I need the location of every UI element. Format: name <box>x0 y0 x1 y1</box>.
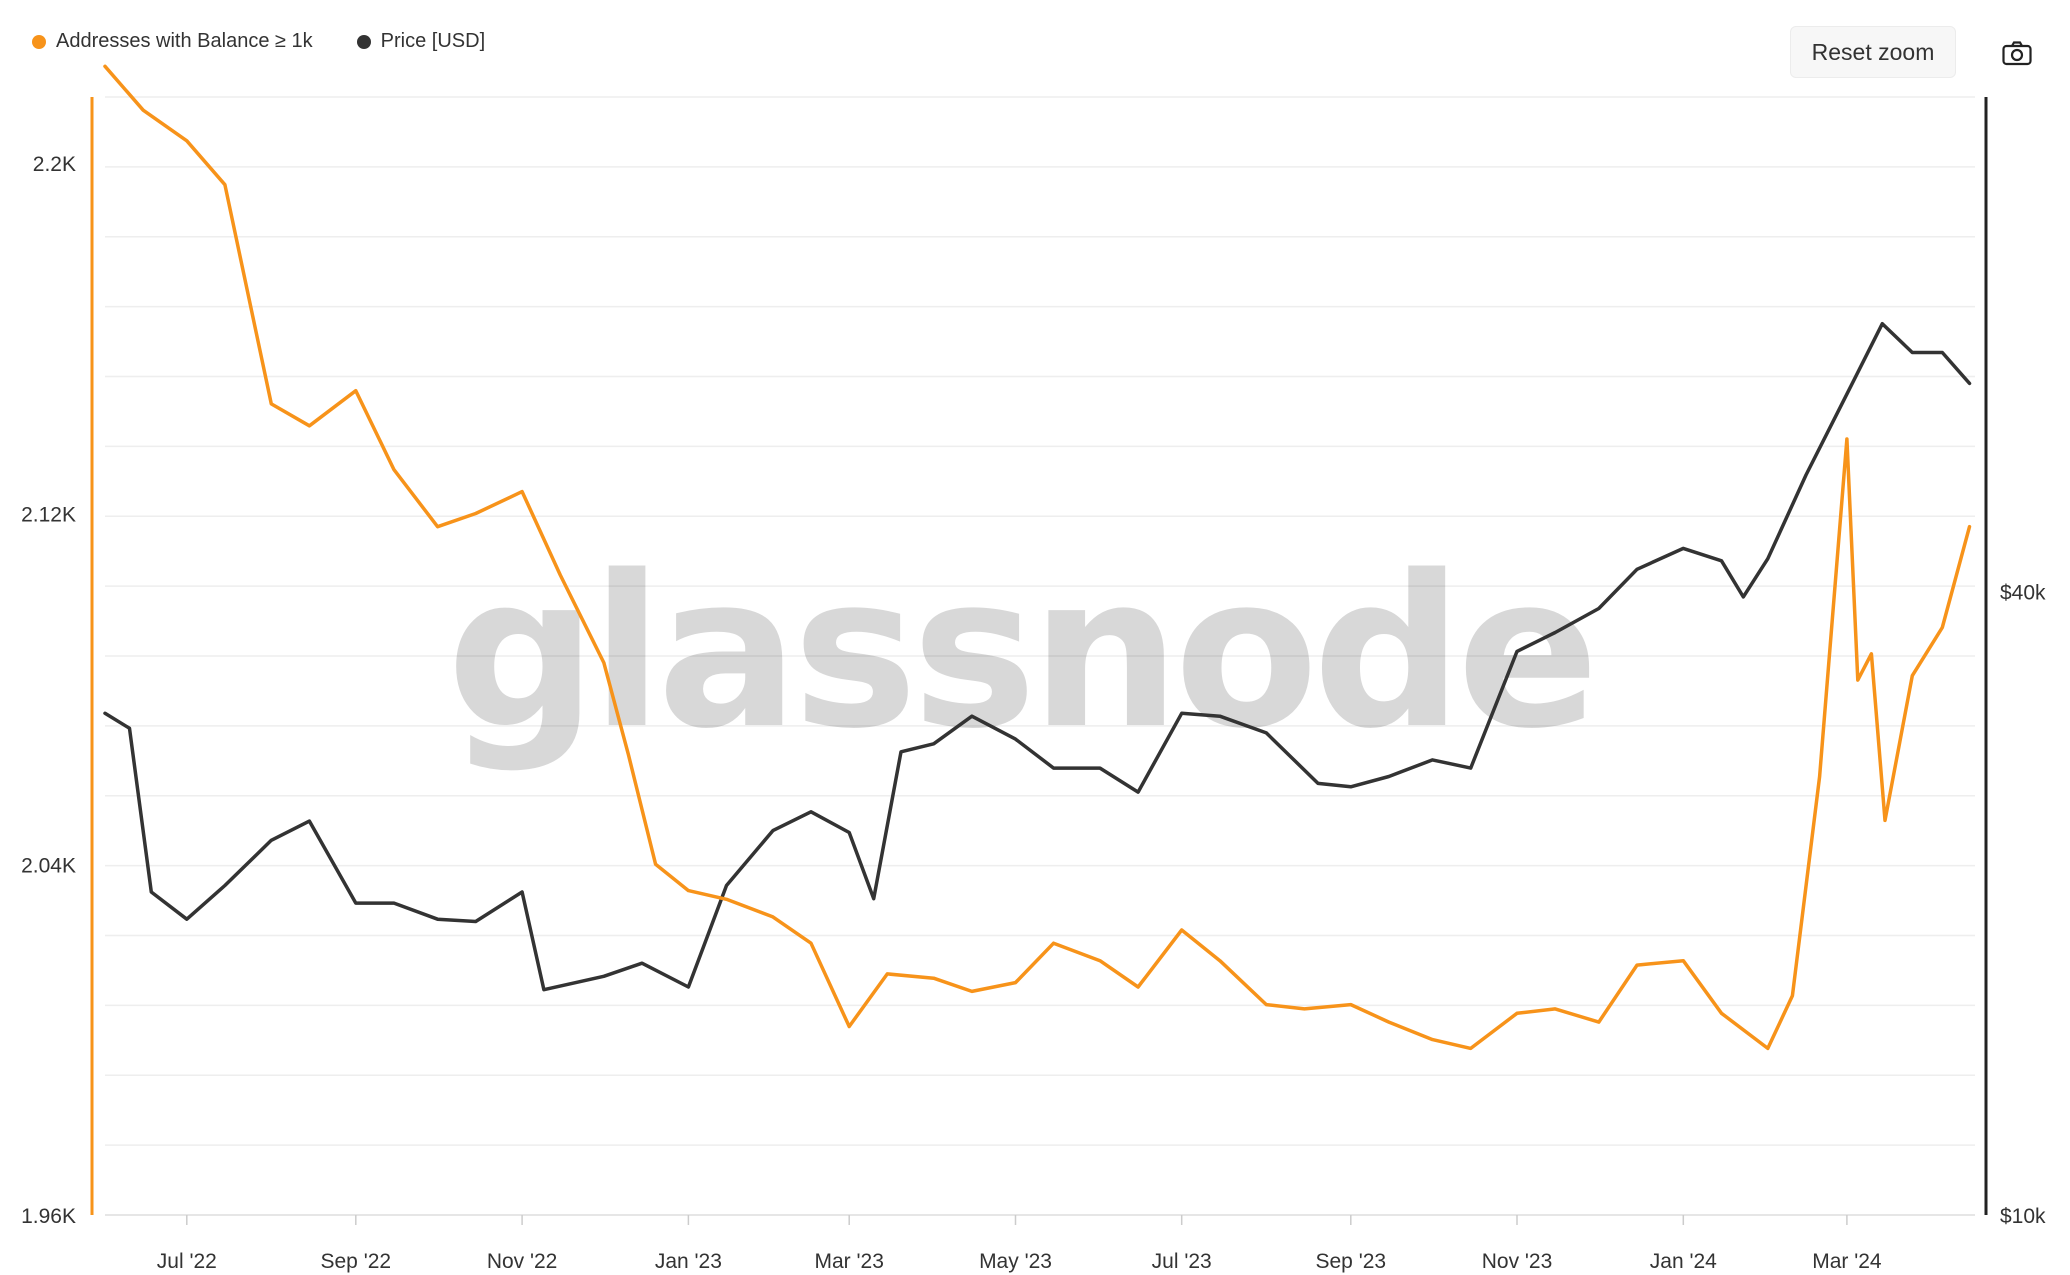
y-right-tick-label: $40k <box>2000 581 2046 604</box>
y-left-tick-label: 2.2K <box>33 153 76 176</box>
camera-icon[interactable] <box>2002 40 2032 66</box>
reset-zoom-button[interactable]: Reset zoom <box>1790 26 1956 78</box>
x-tick-label: Jul '22 <box>157 1250 217 1273</box>
legend-label-addresses: Addresses with Balance ≥ 1k <box>56 30 313 52</box>
chart-legend: Addresses with Balance ≥ 1k Price [USD] <box>32 30 485 53</box>
series-layer <box>103 64 1972 1051</box>
x-tick-label: Mar '23 <box>815 1250 884 1273</box>
x-tick-label: Mar '24 <box>1812 1250 1882 1273</box>
dark-dot-icon <box>356 34 371 49</box>
grid-lines <box>105 96 1975 1146</box>
y-left-tick-label: 2.12K <box>21 504 76 527</box>
y-axis-right: $40k $10k <box>2000 581 2046 1228</box>
x-tick-label: Jan '23 <box>655 1250 722 1273</box>
addresses-series-line <box>103 64 1972 1051</box>
x-tick-label: Sep '22 <box>321 1250 392 1273</box>
legend-item-addresses[interactable]: Addresses with Balance ≥ 1k <box>32 30 313 53</box>
y-right-tick-label: $10k <box>2000 1205 2046 1228</box>
x-tick-label: Jan '24 <box>1650 1250 1717 1273</box>
y-left-tick-label: 2.04K <box>21 854 76 877</box>
x-axis: Jul '22 Sep '22 Nov '22 Jan '23 Mar '23 May '… <box>157 1215 1882 1273</box>
legend-label-price: Price [USD] <box>380 30 486 52</box>
x-tick-label: May '23 <box>979 1250 1052 1273</box>
x-tick-label: Nov '23 <box>1482 1250 1553 1273</box>
x-tick-label: Jul '23 <box>1152 1250 1212 1273</box>
y-left-tick-label: 1.96K <box>21 1205 76 1228</box>
x-tick-label: Sep '23 <box>1316 1250 1387 1273</box>
orange-dot-icon <box>32 34 46 49</box>
legend-item-price[interactable]: Price [USD] <box>356 30 486 53</box>
watermark-text: glassnode <box>447 530 1594 775</box>
price-series-line <box>103 321 1972 992</box>
y-axis-left: 2.2K 2.12K 2.04K 1.96K <box>21 153 76 1228</box>
x-tick-label: Nov '22 <box>487 1250 558 1273</box>
